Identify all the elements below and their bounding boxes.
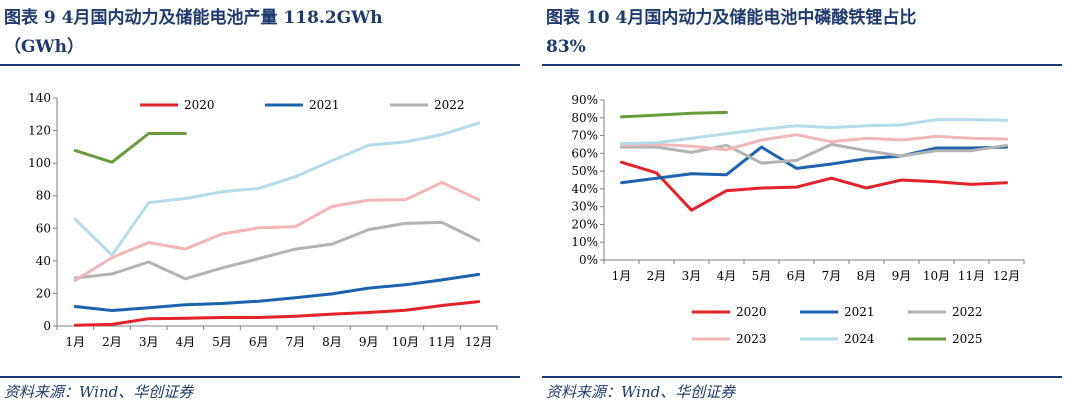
y-tick-label: 80% — [571, 111, 598, 125]
x-tick-label: 8月 — [857, 269, 877, 283]
series-line-2022 — [73, 220, 481, 281]
x-tick-label: 4月 — [176, 335, 196, 349]
legend-label: 2022 — [952, 305, 983, 319]
series-line-2021 — [620, 145, 1008, 185]
legend-label: 2025 — [952, 332, 983, 346]
title-rule — [0, 64, 520, 66]
x-tick-label: 7月 — [286, 335, 306, 349]
x-tick-label: 11月 — [958, 269, 985, 283]
chart-title-line2: （GWh） — [4, 37, 84, 57]
series-line-2023 — [620, 133, 1008, 152]
y-tick-label: 60% — [571, 146, 598, 160]
legend-label: 2021 — [309, 98, 340, 112]
series-line-unlabeled-3 — [73, 181, 481, 282]
legend-label: 2020 — [736, 305, 767, 319]
series-line-2025 — [620, 110, 728, 119]
y-tick-label: 40% — [571, 182, 598, 196]
source-rule — [0, 376, 520, 378]
y-tick-label: 90% — [571, 93, 598, 107]
y-tick-label: 40 — [36, 254, 51, 268]
y-tick-label: 20% — [571, 217, 598, 231]
y-tick-label: 120 — [28, 124, 51, 138]
x-tick-label: 1月 — [612, 269, 632, 283]
y-tick-label: 10% — [571, 235, 598, 249]
x-tick-label: 7月 — [822, 269, 842, 283]
legend-label: 2023 — [736, 332, 767, 346]
x-tick-label: 12月 — [993, 269, 1020, 283]
y-tick-label: 100 — [28, 156, 51, 170]
y-tick-label: 60 — [36, 221, 51, 235]
y-tick-label: 20 — [36, 286, 51, 300]
x-tick-label: 5月 — [752, 269, 772, 283]
production-line-chart: 0 20 40 60 80 100 120 140 1月 2月 3月 4月 5月 6月 7月 8月 9月 10月 1… — [28, 91, 498, 349]
y-tick-label: 0 — [43, 319, 51, 333]
y-tick-label: 70% — [571, 129, 598, 143]
legend-label: 2022 — [434, 98, 465, 112]
y-tick-label: 140 — [28, 91, 51, 105]
legend-label: 2021 — [844, 305, 875, 319]
source-rule — [542, 376, 1062, 378]
x-tick-label: 6月 — [787, 269, 807, 283]
x-tick-label: 1月 — [66, 335, 86, 349]
x-tick-label: 8月 — [322, 335, 342, 349]
x-tick-label: 11月 — [428, 335, 455, 349]
series-line-2020 — [620, 160, 1008, 212]
source-note: 资料来源：Wind、华创证券 — [546, 383, 736, 401]
y-tick-label: 0% — [579, 253, 598, 267]
chart-title: 图表 9 4月国内动力及储能电池产量 118.2GWh （GWh） — [4, 4, 383, 62]
lfp-share-line-chart: 0% 10% 20% 30% 40% 50% 60% 70% 80% 90% 1月 2月 3月 4月 5月 6… — [571, 93, 1025, 346]
legend-label: 2024 — [844, 332, 875, 346]
x-tick-label: 4月 — [717, 269, 737, 283]
legend-label: 2020 — [184, 98, 215, 112]
chart-panel-production: 图表 9 4月国内动力及储能电池产量 118.2GWh （GWh） 0 20 40 6… — [0, 0, 528, 408]
x-tick-label: 9月 — [359, 335, 379, 349]
x-tick-label: 12月 — [465, 335, 492, 349]
series-line-unlabeled-5 — [73, 132, 187, 164]
x-tick-label: 5月 — [212, 335, 232, 349]
x-tick-label: 6月 — [249, 335, 269, 349]
x-tick-label: 3月 — [682, 269, 702, 283]
x-tick-label: 2月 — [647, 269, 667, 283]
x-tick-label: 10月 — [392, 335, 419, 349]
chart-panel-lfp-share: 图表 10 4月国内动力及储能电池中磷酸铁锂占比 83% 0% 10% 20% 30%… — [542, 0, 1066, 408]
y-tick-label: 30% — [571, 200, 598, 214]
source-note: 资料来源：Wind、华创证券 — [4, 383, 194, 401]
chart-title-line1: 图表 9 4月国内动力及储能电池产量 118.2GWh — [4, 8, 383, 28]
chart-title: 图表 10 4月国内动力及储能电池中磷酸铁锂占比 83% — [546, 4, 916, 62]
title-rule — [542, 64, 1062, 66]
y-tick-label: 80 — [36, 189, 51, 203]
x-tick-label: 9月 — [892, 269, 912, 283]
chart-title-line1: 图表 10 4月国内动力及储能电池中磷酸铁锂占比 — [546, 8, 917, 28]
y-tick-label: 50% — [571, 164, 598, 178]
series-line-unlabeled-4 — [73, 121, 481, 257]
series-line-2021 — [73, 272, 481, 312]
x-tick-label: 2月 — [102, 335, 122, 349]
x-tick-label: 10月 — [923, 269, 950, 283]
series-line-2022 — [620, 142, 1008, 165]
series-line-2024 — [620, 118, 1008, 146]
chart-title-line2: 83% — [546, 37, 586, 57]
series-line-2020 — [73, 300, 481, 327]
x-tick-label: 3月 — [139, 335, 159, 349]
